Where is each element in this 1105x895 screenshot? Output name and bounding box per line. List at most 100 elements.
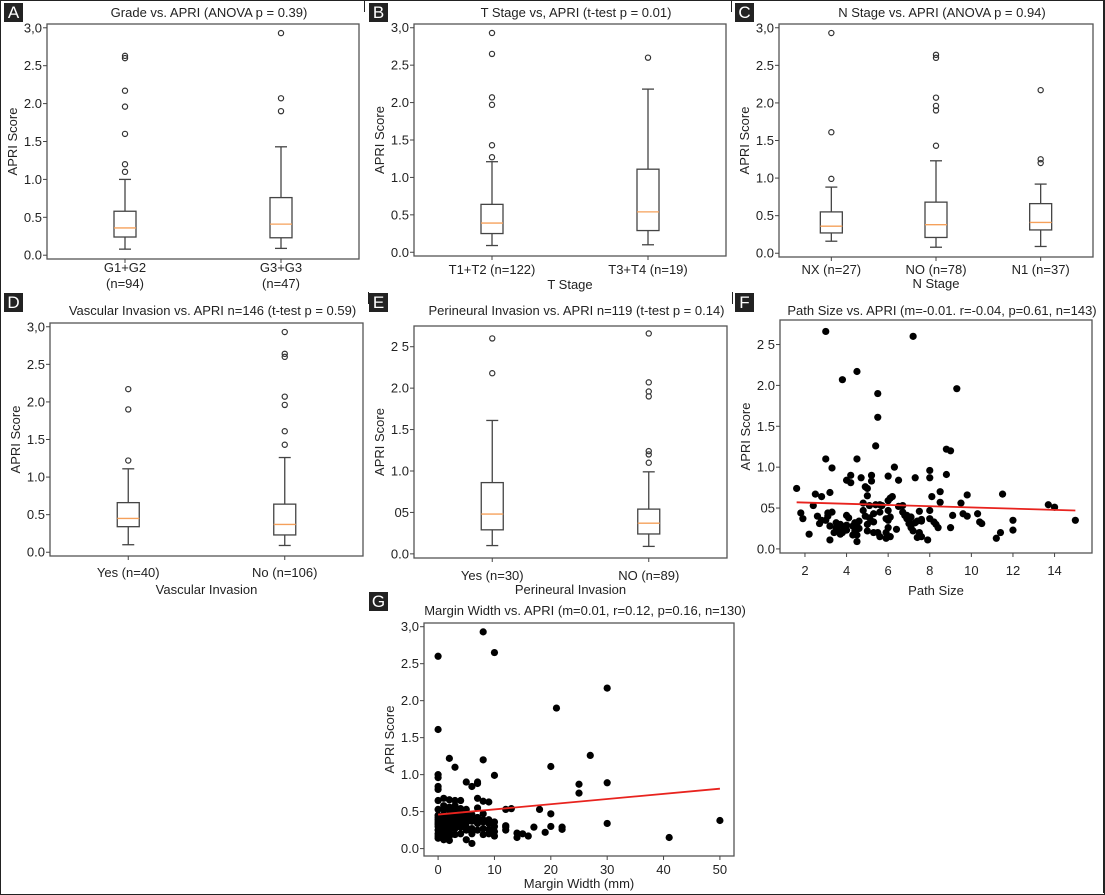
y-tick-label: 0.0 [757,541,775,556]
data-point [886,533,894,541]
chart-title: Path Size vs. APRI (m=-0.01. r=-0.04, p=… [787,303,1096,318]
y-tick-label: 2.5 [756,58,774,73]
y-tick-label: 1.5 [757,419,775,434]
data-point [519,830,527,838]
iqr-box [819,211,843,234]
y-tick-label: 2.0 [756,95,774,110]
x-axis-label: T Stage [547,277,592,292]
y-tick-label: 0.0 [391,245,409,260]
data-point [1044,501,1052,509]
data-point [828,464,836,472]
data-point [907,524,915,532]
data-point [853,367,861,376]
y-tick-label: 1.5 [391,133,409,148]
x-axis-label: Path Size [908,583,964,598]
data-point [863,492,871,500]
data-point [513,833,521,842]
data-point [855,517,863,525]
y-tick-label: 1.0 [391,464,409,479]
y-tick-label: 2.5 [27,357,45,372]
panel-f-path-size-scatter: F Path Size vs. APRI (m=-0.01. r=-0.04, p… [732,290,1105,600]
x-tick-label: 40 [656,862,670,877]
data-point [838,376,846,384]
iqr-box [637,508,661,535]
x-axis-label: N Stage [913,276,960,291]
x-tick-label: 8 [926,563,933,578]
iqr-box [116,501,140,528]
data-point [468,815,476,823]
data-point [847,471,855,479]
outlier-point [121,87,129,94]
outlier-point [645,447,652,455]
separator-line [732,292,733,304]
outlier-point [1037,86,1044,94]
data-point [479,830,487,839]
data-point [874,413,882,421]
box-1 [480,29,504,260]
box-1 [116,385,140,560]
data-point [457,805,465,813]
separator-line [364,0,365,12]
data-point [457,830,465,838]
box-2 [924,51,948,261]
data-point [911,474,919,482]
x-tick-label: 14 [1047,563,1061,578]
outlier-point [121,52,129,60]
data-point [473,826,482,834]
x-tick-label: 30 [600,862,614,877]
x-tick-label: 10 [964,563,978,578]
outlier-point [281,353,288,361]
data-point [890,463,898,471]
box-2 [273,328,297,560]
x-category-label: Yes (n=30) [461,568,524,583]
outlier-point [828,29,835,37]
box-1 [819,29,843,261]
data-point [826,488,834,497]
data-point [876,508,884,516]
y-tick-label: 0.0 [391,546,409,561]
data-point [1071,516,1079,524]
data-point [894,502,903,510]
data-point [586,751,594,760]
outlier-point [277,95,285,102]
iqr-box [924,201,948,239]
outlier-point [932,142,940,149]
chart-title: Perineural Invasion vs. APRI n=119 (t-te… [428,303,724,318]
data-point [716,816,724,825]
scatter-points [434,628,724,848]
y-axis-label: APRI Score [372,106,387,174]
data-point [805,530,813,538]
panel-letter: A [4,3,23,22]
data-point [892,525,901,533]
data-point [468,830,476,838]
data-point [853,455,861,463]
data-point [936,498,944,506]
y-tick-label: 1.0 [391,170,409,185]
data-point [978,519,986,528]
data-point [853,537,861,546]
x-category-label: No (n=106) [252,565,317,580]
y-tick-label: 0.5 [401,804,419,819]
y-tick-label: 1.5 [24,134,42,149]
y-tick-label: 2.0 [401,693,419,708]
data-point [451,822,459,830]
y-tick-label: 2.5 [24,58,42,73]
separator-line [369,592,370,604]
outlier-point [281,401,288,409]
iqr-box [480,481,504,531]
outlier-point [488,154,496,161]
data-point [797,509,805,517]
data-point [575,780,583,788]
data-point [809,501,817,510]
outlier-point [645,388,652,395]
y-tick-label: 1.5 [756,133,774,148]
chart-svg: T Stage vs, APRI (t-test p = 0.01) 0.0 0.5… [372,5,727,292]
data-point [440,836,448,844]
y-tick-label: 2.0 [24,96,42,111]
data-point [909,332,917,340]
data-point [451,830,459,839]
y-tick-label: 1.5 [27,432,45,447]
data-point [462,778,470,786]
data-point [468,839,476,848]
x-tick-label: 20 [544,862,558,877]
